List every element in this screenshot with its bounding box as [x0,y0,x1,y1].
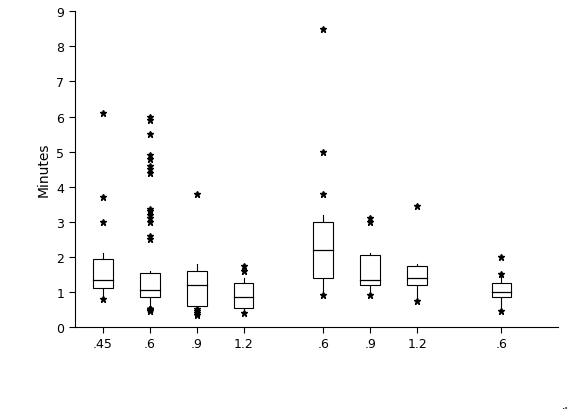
Bar [407,266,427,285]
Bar [140,273,160,297]
Bar [313,222,333,278]
Bar [233,283,254,308]
Bar [187,271,206,306]
Text: mg/kg: mg/kg [541,406,575,409]
Bar [93,259,113,289]
Bar [492,283,511,297]
Bar [361,256,380,285]
Y-axis label: Minutes: Minutes [37,143,51,197]
